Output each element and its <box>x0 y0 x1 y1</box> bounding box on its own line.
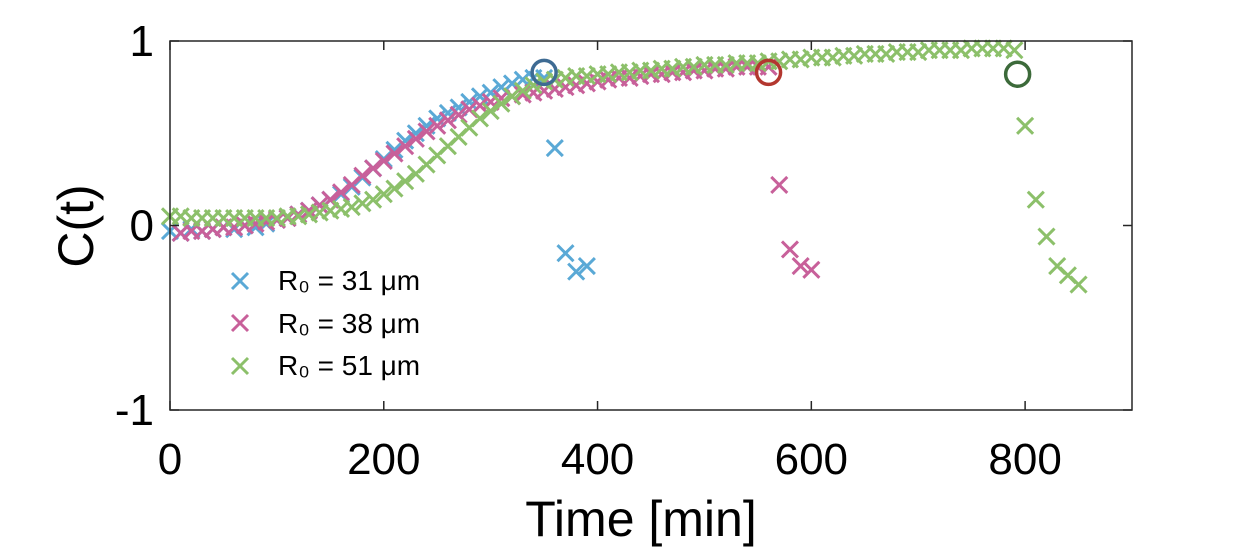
data-point <box>449 105 468 124</box>
data-point <box>385 179 404 198</box>
series-2 <box>160 39 1088 294</box>
data-point <box>780 240 800 259</box>
data-point <box>502 87 522 106</box>
legend-marker-31um <box>230 271 250 291</box>
data-point <box>331 183 351 202</box>
data-point <box>396 137 415 156</box>
circle-38um <box>754 58 783 87</box>
data-point <box>353 166 372 185</box>
legend-marker-51um <box>230 356 250 376</box>
data-point <box>417 122 436 141</box>
data-point <box>1069 275 1088 294</box>
y-tick-label: 0 <box>130 202 154 251</box>
x-axis-label: Time [min] <box>525 491 757 547</box>
data-point <box>406 129 425 148</box>
series-layer <box>160 39 1088 294</box>
data-point <box>364 190 383 209</box>
data-point <box>492 94 511 113</box>
x-tick-label: 200 <box>347 435 420 484</box>
data-point <box>385 144 404 163</box>
legend-marker-cross <box>230 313 250 333</box>
data-point <box>1005 41 1024 60</box>
data-point <box>374 185 393 204</box>
circle-31um <box>530 58 558 87</box>
data-point <box>556 244 575 263</box>
legend-label-51um: R₀ = 51 μm <box>278 350 420 381</box>
annotation-layer <box>530 58 1032 88</box>
y-tick-label: -1 <box>115 386 154 435</box>
data-point <box>470 96 490 115</box>
data-point <box>428 116 447 135</box>
data-point <box>577 257 596 276</box>
tick-layer: 0 200 400 600 800-101 <box>115 17 1132 484</box>
data-point <box>374 151 393 170</box>
y-axis-label: C(t) <box>48 184 104 267</box>
x-tick-label: 600 <box>775 435 848 484</box>
data-point <box>1016 116 1035 135</box>
x-tick-label: 0 <box>158 435 182 484</box>
data-point <box>524 76 543 95</box>
data-point <box>791 257 810 276</box>
data-point <box>460 92 479 111</box>
data-point <box>513 81 532 100</box>
data-point <box>353 194 372 213</box>
data-point <box>1026 190 1045 209</box>
data-point <box>481 102 500 121</box>
legend-label-31um: R₀ = 31 μm <box>278 265 420 296</box>
legend-marker-cross <box>230 356 250 376</box>
data-point <box>802 260 821 279</box>
data-point <box>470 109 490 128</box>
data-point <box>567 262 586 281</box>
data-point <box>1037 227 1056 246</box>
x-tick-label: 800 <box>988 435 1061 484</box>
data-point <box>438 111 457 130</box>
legend-marker-cross <box>230 271 250 291</box>
legend-label-38um: R₀ = 38 μm <box>278 308 420 339</box>
y-tick-label: 1 <box>130 17 154 66</box>
data-point <box>545 138 564 158</box>
data-point <box>396 172 415 191</box>
data-point <box>364 159 383 178</box>
data-point <box>770 175 789 194</box>
circle-51um <box>1003 60 1032 88</box>
legend: R₀ = 31 μm R₀ = 38 μm R₀ = 51 μm <box>230 265 420 381</box>
x-tick-label: 400 <box>561 435 634 484</box>
plot-area-background <box>170 41 1132 410</box>
data-point <box>342 197 361 217</box>
legend-marker-38um <box>230 313 250 333</box>
